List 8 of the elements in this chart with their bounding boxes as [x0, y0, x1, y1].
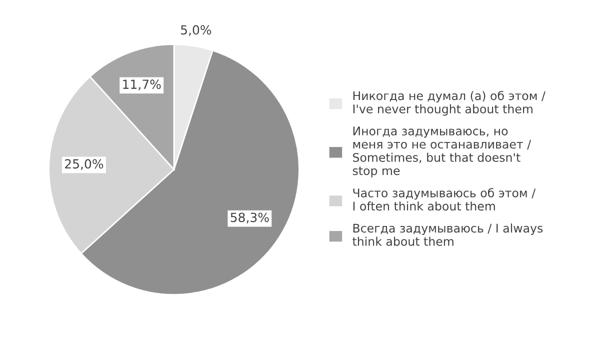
data-label: 25,0% [65, 159, 104, 170]
data-label: 11,7% [123, 80, 161, 90]
data-label: 58,3% [230, 212, 269, 224]
data-label: 5,0% [181, 25, 212, 36]
legend-label: Никогда не думал (а) об этом / I've never thought about them [353, 90, 546, 116]
legend-label: Иногда задумываюсь, но меня это не останавливает / Sometimes, but that doesn't stop me [352, 126, 532, 178]
legend-label: Всегда задумываюсь / I always think about them [352, 224, 543, 246]
legend-label: Часто задумываюсь об этом / I often think about them [353, 188, 536, 211]
